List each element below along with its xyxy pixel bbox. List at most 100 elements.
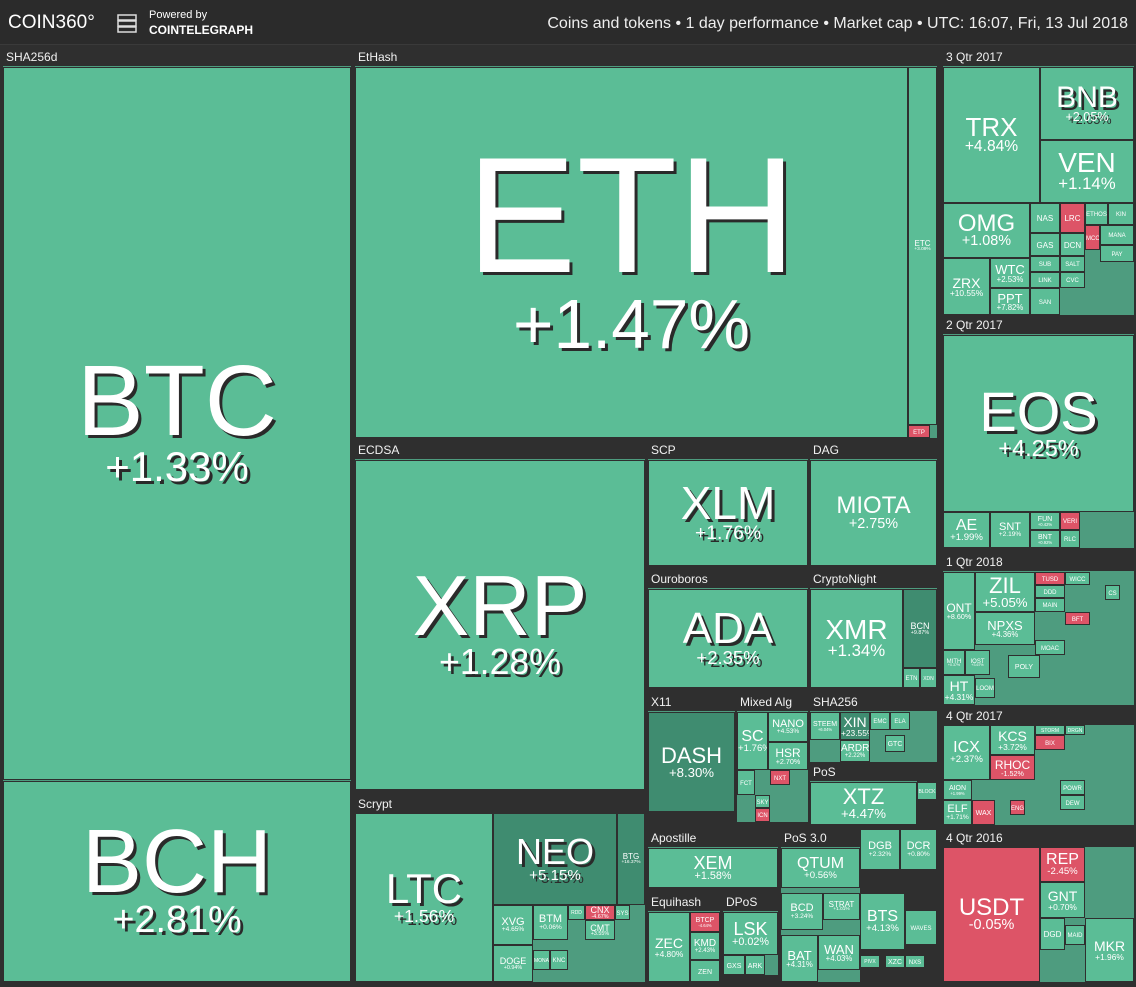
coin-tile[interactable]: MOAC — [1035, 640, 1065, 655]
coin-tile[interactable]: MANA — [1100, 225, 1134, 245]
coin-tile[interactable]: VEN +1.14% — [1040, 140, 1134, 203]
coin-tile[interactable]: TRX +4.84% — [943, 67, 1040, 203]
group-label[interactable]: CryptoNight — [813, 572, 877, 586]
coin-tile[interactable]: ETP — [908, 425, 930, 438]
coin-tile[interactable]: LINK — [1030, 272, 1060, 288]
coin-tile[interactable]: ADA +2.35% — [648, 589, 808, 688]
coin-tile[interactable]: CMT +3.55% — [585, 920, 615, 940]
coin-tile[interactable]: MIOTA +2.75% — [810, 460, 937, 566]
coin-tile[interactable]: DGD — [1040, 918, 1065, 950]
coin-tile[interactable]: STORM — [1035, 725, 1065, 735]
coin-tile[interactable]: ELF +1.71% — [943, 800, 972, 825]
coin-tile[interactable]: FCT — [737, 770, 755, 795]
coin-tile[interactable]: BLOCK — [917, 782, 937, 800]
coin-tile[interactable]: MKR +1.96% — [1085, 918, 1134, 982]
group-label[interactable]: 3 Qtr 2017 — [946, 50, 1003, 64]
coin-tile[interactable]: ZRX +10.55% — [943, 258, 990, 315]
coin-tile[interactable]: ARDR +2.22% — [840, 740, 870, 762]
coin-tile[interactable]: QTUM +0.56% — [781, 848, 860, 888]
coin-tile[interactable]: REP -2.45% — [1040, 847, 1085, 882]
coin-tile[interactable]: WTC +2.53% — [990, 258, 1030, 288]
coin-tile[interactable]: ELA — [890, 712, 910, 730]
coin-tile[interactable]: ARK — [745, 955, 765, 975]
coin-tile[interactable]: XLM +1.76% — [648, 460, 808, 566]
coin-tile[interactable]: SYS — [615, 905, 630, 920]
coin-tile[interactable]: ICX +2.37% — [943, 725, 990, 780]
logo[interactable]: COIN360° — [8, 12, 95, 33]
coin-tile[interactable]: EOS +4.25% — [943, 335, 1134, 512]
coin-tile[interactable]: BFT — [1065, 612, 1090, 625]
coin-tile[interactable]: KCS +3.72% — [990, 725, 1035, 755]
coin-tile[interactable]: BTS +4.13% — [860, 893, 905, 950]
coin-tile[interactable]: XVG +4.65% — [493, 905, 533, 945]
coin-tile[interactable]: WAX — [972, 800, 995, 825]
coin-tile[interactable]: BNT +0.92% — [1030, 530, 1060, 548]
coin-tile[interactable]: SC +1.76% — [737, 712, 768, 770]
coin-tile[interactable]: SAN — [1030, 288, 1060, 315]
coin-tile[interactable]: BTG +16.37% — [617, 813, 645, 905]
coin-tile[interactable]: MITH +0.37% — [943, 650, 965, 675]
coin-tile[interactable]: GTC — [885, 735, 905, 752]
info-bar[interactable]: Coins and tokens • 1 day performance • M… — [547, 15, 1128, 32]
coin-tile[interactable]: ENG — [1010, 800, 1025, 815]
coin-tile[interactable]: LRC — [1060, 203, 1085, 233]
coin-tile[interactable]: MAID — [1065, 925, 1085, 945]
group-label[interactable]: Ouroboros — [651, 572, 708, 586]
coin-tile[interactable]: TUSD — [1035, 572, 1065, 585]
coin-tile[interactable]: NPXS +4.36% — [975, 612, 1035, 645]
group-label[interactable]: Scrypt — [358, 797, 393, 811]
coin-tile[interactable]: STRAT +1.01% — [823, 893, 860, 920]
coin-tile[interactable]: DRGN — [1065, 725, 1085, 735]
coin-tile[interactable]: ZIL +5.05% — [975, 572, 1035, 612]
coin-tile[interactable]: KMD +2.43% — [690, 932, 720, 960]
coin-tile[interactable]: WAVES — [905, 910, 937, 945]
coin-tile[interactable]: DCN — [1060, 233, 1085, 256]
coin-tile[interactable]: HT +4.31% — [943, 675, 975, 705]
coin-tile[interactable]: ONT +8.60% — [943, 572, 975, 650]
coin-tile[interactable]: XRP +1.28% — [355, 460, 645, 790]
coin-tile[interactable]: DCR +0.80% — [900, 829, 937, 870]
coin-tile[interactable]: LOOM — [975, 678, 995, 698]
coin-tile[interactable]: NANO +4.53% — [768, 712, 808, 742]
coin-tile[interactable]: RDD — [568, 905, 585, 920]
coin-tile[interactable]: BCH +2.81% — [3, 781, 351, 982]
coin-tile[interactable]: NXT — [770, 770, 790, 785]
group-label[interactable]: Apostille — [651, 831, 697, 845]
coin-tile[interactable]: SKY — [755, 795, 770, 808]
coin-tile[interactable]: NXS — [905, 955, 925, 968]
coin-tile[interactable]: ZEN — [690, 960, 720, 982]
coin-tile[interactable]: DOGE +0.94% — [493, 945, 533, 982]
coin-tile[interactable]: SUB — [1030, 256, 1060, 272]
coin-tile[interactable]: ICN — [755, 808, 770, 822]
coin-tile[interactable]: STEEM +6.04% — [810, 712, 840, 740]
group-label[interactable]: SHA256d — [6, 50, 58, 64]
coin-tile[interactable]: XMR +1.34% — [810, 589, 903, 688]
coin-tile[interactable]: WICC — [1065, 572, 1090, 585]
coin-tile[interactable]: BTC +1.33% — [3, 67, 351, 780]
coin-tile[interactable]: POLY — [1008, 655, 1040, 678]
coin-tile[interactable]: XEM +1.58% — [648, 848, 778, 888]
coin-tile[interactable]: EMC — [870, 712, 890, 730]
coin-tile[interactable]: PAY — [1100, 245, 1134, 262]
coin-tile[interactable]: GAS — [1030, 233, 1060, 256]
coin-tile[interactable]: AE +1.99% — [943, 512, 990, 548]
coin-tile[interactable]: BTCP -4.64% — [690, 912, 720, 932]
coin-tile[interactable]: LSK +0.02% — [723, 912, 778, 955]
group-label[interactable]: Equihash — [651, 895, 702, 909]
coin-tile[interactable]: NAS — [1030, 203, 1060, 233]
coin-tile[interactable]: PPT +7.82% — [990, 288, 1030, 315]
group-label[interactable]: 1 Qtr 2018 — [946, 555, 1003, 569]
coin-tile[interactable]: RHOC -1.52% — [990, 755, 1035, 780]
coin-tile[interactable]: BIX — [1035, 735, 1065, 750]
coin-tile[interactable]: POWR — [1060, 780, 1085, 795]
coin-tile[interactable]: SNT +2.19% — [990, 512, 1030, 548]
coin-tile[interactable]: BCN +9.87% — [903, 589, 937, 668]
coin-tile[interactable]: WAN +4.03% — [818, 935, 860, 970]
coin-tile[interactable]: MCO — [1085, 225, 1100, 250]
coin-tile[interactable]: XIN+23.55% — [840, 712, 870, 740]
group-label[interactable]: 4 Qtr 2017 — [946, 709, 1003, 723]
coin-tile[interactable]: BNB +2.05% — [1040, 67, 1134, 140]
coin-tile[interactable]: HSR +2.70% — [768, 742, 808, 770]
coin-tile[interactable]: NEO +5.15% — [493, 813, 617, 905]
coin-tile[interactable]: GNT +0.70% — [1040, 882, 1085, 918]
